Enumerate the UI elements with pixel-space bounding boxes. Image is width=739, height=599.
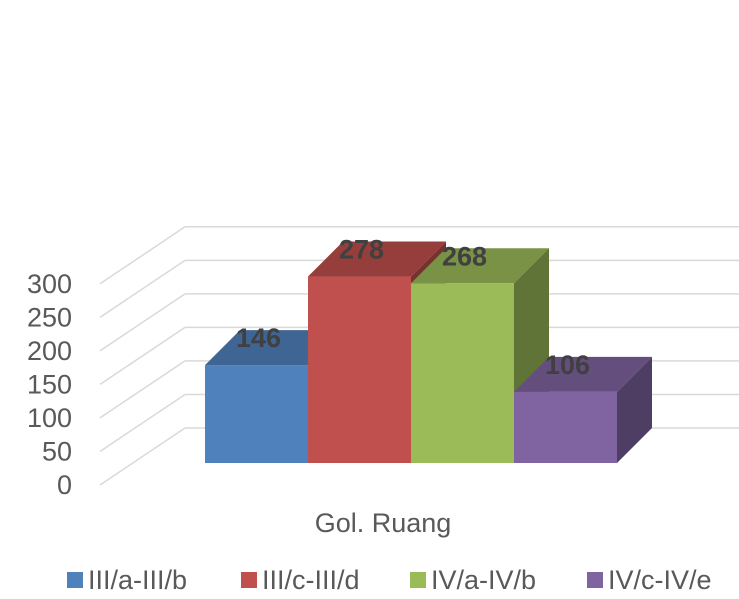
gridline-diagonal	[99, 293, 186, 352]
bar	[411, 283, 514, 463]
bar	[514, 391, 617, 463]
legend-swatch	[410, 572, 426, 588]
data-labels: 146 278 268 106	[236, 235, 590, 380]
legend-swatch	[587, 572, 603, 588]
y-tick-label: 250	[27, 302, 72, 332]
y-tick-label: 200	[27, 336, 72, 366]
y-tick-label: 0	[57, 470, 72, 500]
x-category-label: Gol. Ruang	[315, 508, 452, 538]
y-tick-label: 300	[27, 269, 72, 299]
legend-label: IV/c-IV/e	[608, 565, 712, 595]
legend-swatch	[241, 572, 257, 588]
y-tick-label: 50	[42, 436, 72, 466]
bar	[308, 276, 411, 463]
data-label: 268	[442, 241, 487, 271]
legend-label: IV/a-IV/b	[431, 565, 536, 595]
bar	[205, 365, 308, 463]
gridline-diagonal	[99, 259, 186, 318]
gridline-diagonal	[99, 393, 186, 453]
legend-label: III/c-III/d	[262, 565, 360, 595]
data-label: 106	[545, 350, 590, 380]
legend-label: III/a-III/b	[88, 565, 187, 595]
data-label: 146	[236, 323, 281, 353]
gridline-diagonal	[99, 326, 186, 386]
bar-top	[514, 356, 652, 392]
bar-top	[411, 248, 549, 284]
y-tick-label: 100	[27, 403, 72, 433]
gridline-diagonal	[99, 427, 186, 486]
data-label: 278	[339, 235, 384, 265]
y-tick-label: 150	[27, 369, 72, 399]
bars	[205, 241, 652, 463]
gridline-diagonal	[99, 360, 186, 419]
gridline-diagonal	[99, 226, 186, 285]
legend: III/a-III/b III/c-III/d IV/a-IV/b IV/c-IV/e	[67, 565, 712, 595]
bar-side	[617, 356, 652, 463]
bar-top	[308, 241, 446, 277]
legend-swatch	[67, 572, 83, 588]
